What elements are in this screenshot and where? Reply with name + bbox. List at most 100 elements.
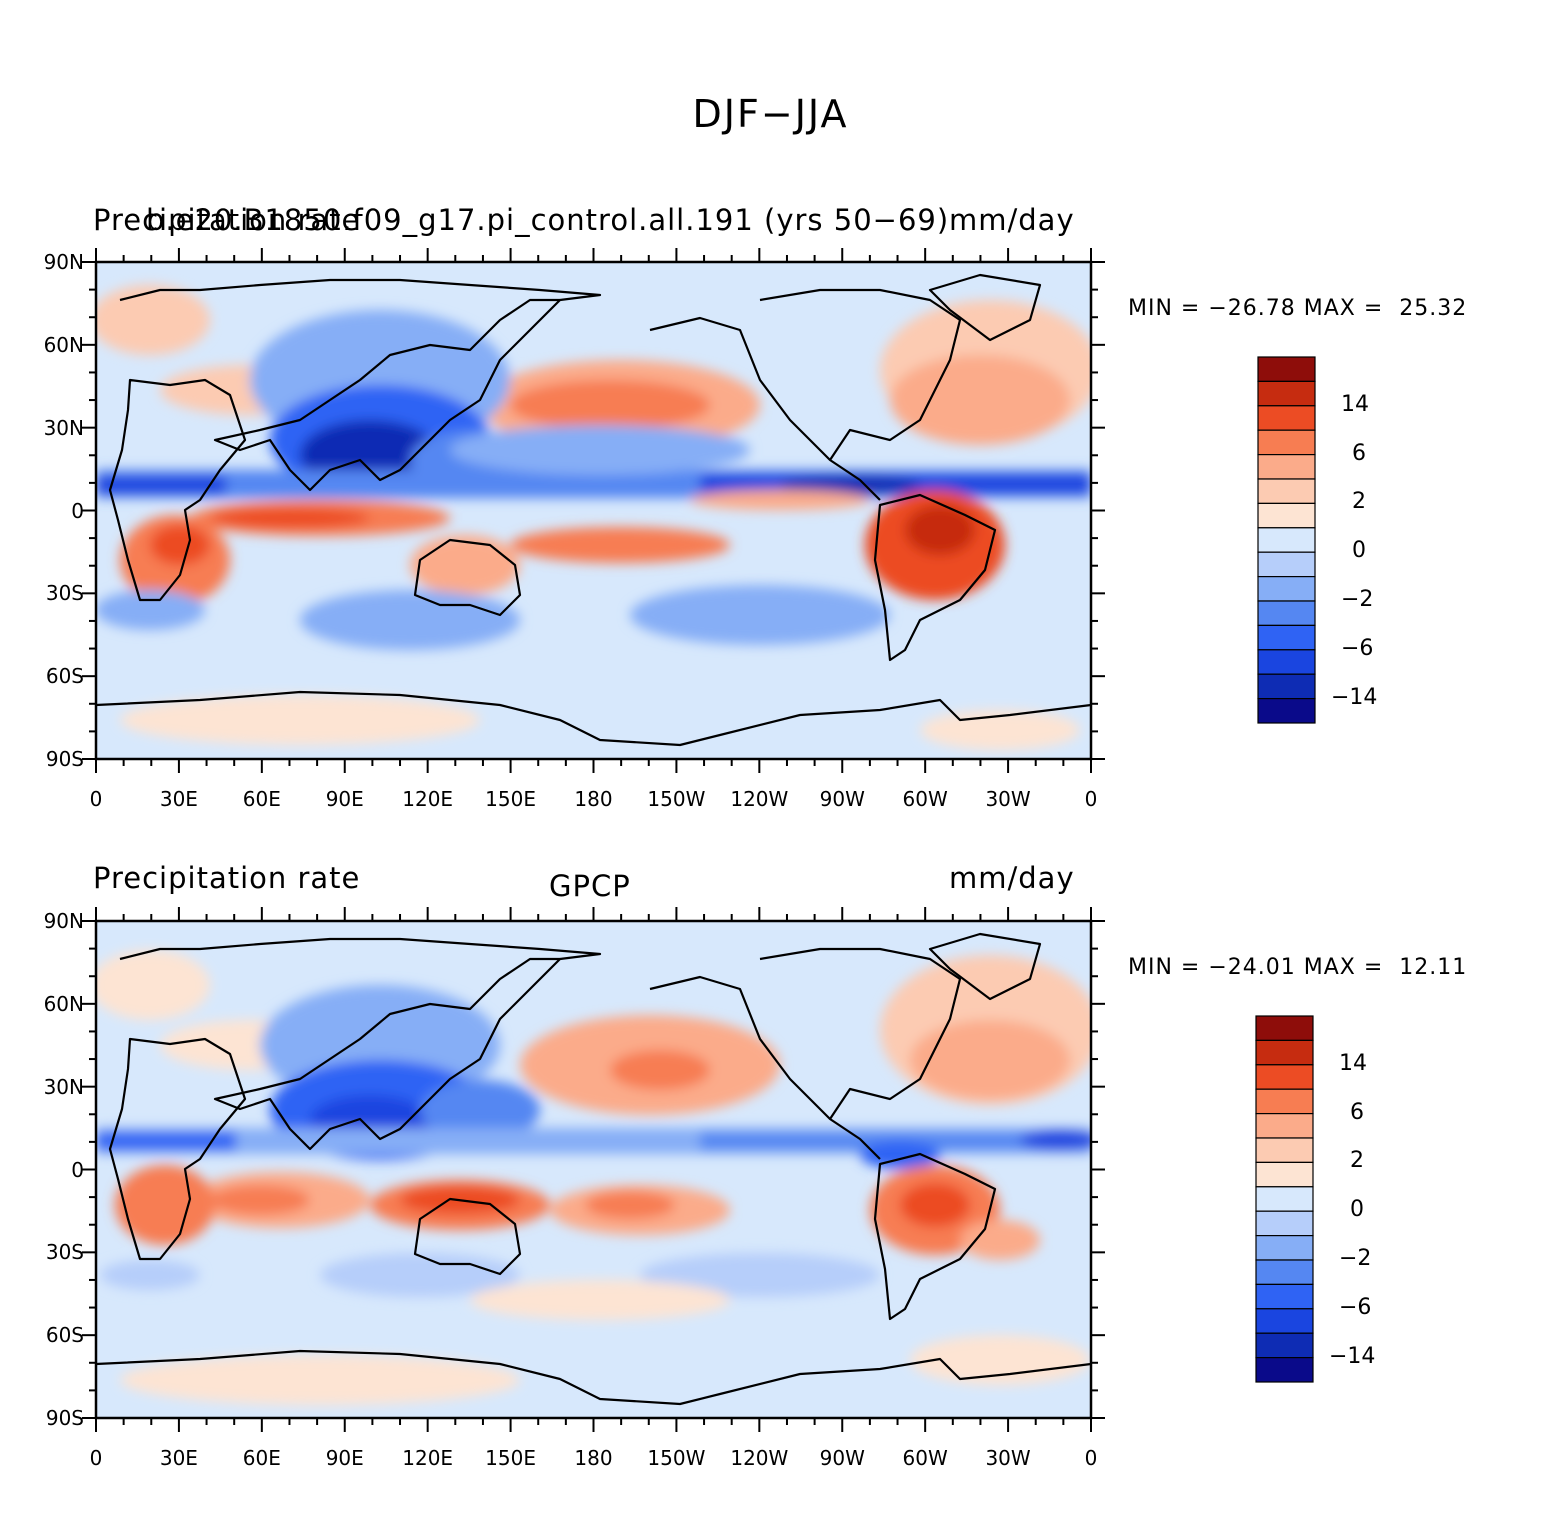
colorbar-label: −2 [1339,1246,1372,1271]
lat-tick-label: 30N [43,415,84,440]
lat-tick-label: 0 [71,498,84,523]
colorbar-swatch [1255,1112,1314,1139]
colorbar-swatch [1255,1210,1314,1237]
colorbar-swatch [1255,1332,1314,1359]
lat-tick-label: 60N [43,991,84,1016]
colorbar-swatch [1257,356,1316,382]
panel1-coastlines [96,273,1091,747]
panel1-colorbar [1257,356,1316,724]
colorbar-swatch [1255,1356,1314,1383]
lon-tick-label: 60W [902,1446,948,1470]
colorbar-label: −14 [1329,1343,1376,1369]
lon-tick-label: 90W [819,1446,865,1470]
lat-tick-label: 90N [43,250,84,274]
lon-tick-label: 150E [485,1446,536,1470]
lon-tick-label: 60E [242,787,281,811]
colorbar-swatch [1255,1308,1314,1334]
lat-tick-label: 30S [45,1240,84,1265]
colorbar-swatch [1255,1234,1314,1261]
lat-tick-label: 60N [43,332,84,357]
colorbar-swatch [1257,649,1316,675]
panel2-ticks [82,907,1105,1432]
colorbar-swatch [1257,673,1316,700]
panel2-coastlines [96,932,1091,1406]
panel2-left-title: Precipitation rate [93,861,361,895]
lon-tick-label: 150E [485,787,536,811]
colorbar-label: 2 [1350,1148,1364,1174]
panel2-colorbar [1255,1015,1314,1383]
colorbar-swatch [1257,551,1316,578]
colorbar-swatch [1257,502,1316,529]
colorbar-label: 0 [1352,538,1366,564]
lon-tick-label: 120E [402,1446,454,1470]
colorbar-label: −14 [1331,684,1378,710]
colorbar-swatch [1255,1161,1314,1188]
lon-tick-label: 0 [1084,787,1098,811]
lat-tick-label: 60S [45,1323,84,1348]
colorbar-swatch [1257,527,1316,553]
colorbar-label: 0 [1350,1197,1364,1223]
colorbar-label: 2 [1352,489,1366,515]
lon-tick-label: 30W [985,787,1031,811]
lat-tick-label: 60S [45,664,84,689]
lon-tick-label: 0 [89,787,103,811]
lat-tick-label: 0 [71,1157,84,1182]
colorbar-swatch [1255,1039,1314,1066]
colorbar-label: 14 [1339,1050,1367,1076]
colorbar-swatch [1255,1186,1314,1212]
lat-tick-label: 30S [45,581,84,606]
colorbar-swatch [1257,380,1316,407]
colorbar-swatch [1255,1088,1314,1115]
lat-tick-label: 90S [45,747,84,771]
panel2-anomaly-field [96,950,1091,1405]
lon-tick-label: 60E [242,1446,281,1470]
colorbar-label: 6 [1350,1099,1364,1125]
panel1-minmax: MIN = −26.78 MAX = 25.32 [1128,296,1468,321]
panel1-left-title: Precipitation rate [93,203,361,237]
colorbar-swatch [1257,429,1316,456]
panel1-units: mm/day [949,203,1075,237]
lon-tick-label: 60W [902,787,948,811]
colorbar-label: −2 [1341,587,1374,612]
colorbar-label: −6 [1339,1294,1372,1320]
lat-tick-label: 90N [43,909,84,933]
colorbar-swatch [1255,1015,1314,1041]
lon-tick-label: 90E [325,1446,364,1470]
colorbar-label: 14 [1341,391,1369,417]
lon-tick-label: 150W [647,1446,706,1470]
colorbar-swatch [1257,624,1316,651]
panel2-case-title: GPCP [549,869,631,903]
lon-tick-label: 0 [89,1446,103,1470]
panel2-map [96,921,1091,1418]
lon-tick-label: 120W [730,787,789,811]
lon-tick-label: 0 [1084,1446,1098,1470]
colorbar-swatch [1255,1259,1314,1285]
lon-tick-label: 180 [574,787,613,811]
lon-tick-label: 90E [325,787,364,811]
panel1-map [96,262,1091,759]
colorbar-label: 6 [1352,440,1366,466]
lon-tick-label: 120E [402,787,454,811]
lon-tick-label: 180 [574,1446,613,1470]
colorbar-swatch [1257,575,1316,602]
colorbar-swatch [1257,697,1316,724]
lon-tick-label: 150W [647,787,706,811]
colorbar-swatch [1255,1137,1314,1163]
colorbar-swatch [1257,600,1316,626]
colorbar-swatch [1255,1283,1314,1310]
figure-title: DJF−JJA [692,92,849,136]
colorbar-swatch [1257,478,1316,504]
lat-tick-label: 90S [45,1406,84,1430]
lon-tick-label: 120W [730,1446,789,1470]
colorbar-label: −6 [1341,635,1374,661]
lon-tick-label: 30W [985,1446,1031,1470]
lon-tick-label: 30E [159,1446,198,1470]
colorbar-swatch [1257,405,1316,431]
lon-tick-label: 90W [819,787,865,811]
panel1-ticks [82,248,1105,773]
colorbar-swatch [1255,1064,1314,1090]
panel1-case-title: b.e20.B1850.f09_g17.pi_control.all.191 (… [146,203,950,237]
lon-tick-label: 30E [159,787,198,811]
panel2-units: mm/day [949,861,1075,895]
